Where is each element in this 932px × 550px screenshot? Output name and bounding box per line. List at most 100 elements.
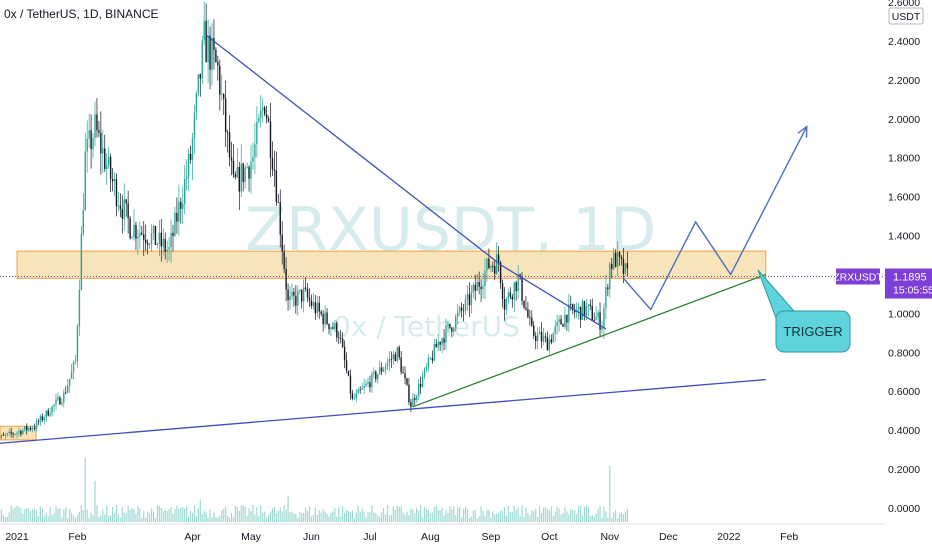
volume-bar [219, 515, 221, 522]
candle-body [223, 94, 225, 99]
y-tick-label: 2.2000 [888, 75, 920, 87]
candle-body [616, 251, 619, 267]
candle-body [197, 74, 200, 94]
volume-bar [620, 512, 623, 522]
volume-bar [431, 512, 433, 522]
candle-body [254, 144, 256, 158]
x-tick-label: Aug [421, 531, 440, 543]
candle-body [390, 358, 393, 360]
candle-body [529, 317, 531, 318]
candle-body [20, 431, 22, 435]
candle-body [433, 344, 435, 361]
candle-body [497, 254, 500, 263]
volume-bar [490, 518, 492, 522]
volume-bar [176, 505, 178, 522]
volume-bar [207, 517, 209, 522]
volume-bar [554, 511, 556, 522]
volume-bar [168, 509, 170, 522]
candle-body [611, 263, 613, 269]
volume-bar [517, 506, 519, 522]
candle-body [622, 259, 625, 274]
volume-bar [53, 513, 55, 522]
volume-bar [217, 517, 219, 522]
candle-body [507, 292, 510, 299]
candle-body [486, 258, 488, 271]
volume-bar [464, 506, 467, 522]
volume-bar [505, 515, 508, 522]
candle-body [244, 167, 246, 183]
volume-bar [106, 505, 108, 522]
volume-bar [26, 508, 28, 522]
volume-bar [507, 505, 509, 522]
candle-body [100, 132, 102, 154]
volume-bar [347, 511, 350, 522]
volume-bar [544, 507, 547, 522]
candle-body [482, 286, 484, 290]
volume-bar [281, 511, 283, 522]
volume-bar [189, 511, 192, 522]
candle-body [400, 357, 402, 373]
volume-bar [283, 505, 285, 522]
volume-bar [43, 515, 45, 522]
candle-body [595, 316, 597, 321]
volume-bar [113, 512, 116, 522]
candle-body [464, 299, 467, 311]
candle-body [191, 137, 194, 160]
candle-body [373, 371, 375, 374]
volume-bar [408, 515, 410, 522]
candle-body [447, 323, 449, 326]
candle-body [4, 434, 6, 436]
volume-bar [384, 514, 387, 522]
candle-body [558, 319, 560, 322]
volume-bar [291, 511, 293, 522]
candle-body [359, 389, 361, 391]
volume-bar [363, 511, 365, 522]
candle-body [289, 296, 291, 301]
volume-bar [624, 512, 626, 522]
candle-body [117, 205, 120, 207]
volume-bar [299, 511, 301, 522]
candle-body [287, 289, 289, 301]
candle-body [92, 138, 94, 150]
candle-body [70, 371, 73, 379]
candle-body [258, 117, 260, 122]
candle-body [166, 249, 168, 252]
candle-body [449, 323, 451, 328]
candle-body [460, 307, 463, 311]
candle-body [74, 361, 77, 363]
candle-body [279, 202, 281, 235]
volume-bar [166, 511, 168, 522]
volume-bar [37, 515, 40, 522]
volume-bar [108, 516, 110, 522]
volume-bar [100, 515, 102, 522]
candle-body [170, 232, 172, 248]
volume-bar [607, 517, 609, 522]
volume-bar [429, 513, 431, 522]
time-axis[interactable]: 2021 Feb Apr May Jun Jul Aug Sep Oct Nov Dec 2022 Fe… [0, 523, 885, 543]
candle-body [308, 297, 311, 301]
candle-body [453, 328, 455, 332]
candle-body [353, 398, 356, 400]
candle-body [484, 270, 486, 287]
candle-body [158, 232, 161, 244]
volume-bar [111, 506, 114, 522]
candle-body [568, 304, 570, 323]
candle-body [80, 233, 83, 291]
volume-bar [88, 517, 90, 522]
y-tick-label: 0.0000 [888, 503, 920, 515]
volume-bar [615, 510, 617, 522]
candle-body [320, 311, 322, 315]
candle-body [328, 323, 330, 330]
candle-body [209, 35, 211, 70]
volume-bar [340, 516, 342, 522]
volume-bar [28, 508, 30, 522]
volume-bar [478, 516, 480, 522]
candle-body [466, 294, 469, 300]
candle-body [156, 243, 159, 246]
candle-body [593, 320, 595, 321]
candle-body [441, 338, 443, 345]
candle-body [295, 295, 297, 306]
volume-bar [355, 512, 357, 522]
volume-bar [316, 514, 318, 522]
